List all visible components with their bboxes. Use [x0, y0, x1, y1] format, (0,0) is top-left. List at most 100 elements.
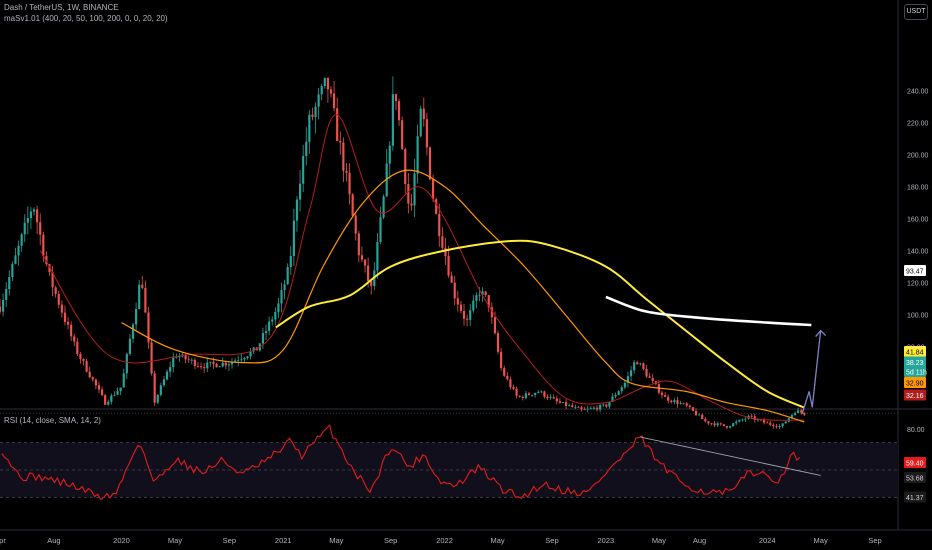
candle-body [320, 85, 323, 95]
time-axis-tick-label: Aug [47, 536, 60, 545]
candle-body [605, 404, 608, 407]
candle-body [88, 371, 91, 378]
candle-body [580, 407, 583, 410]
time-axis-tick-label: Apr [0, 536, 6, 545]
ma20-line [39, 114, 805, 421]
rsi-legend[interactable]: RSI (14, close, SMA, 14, 2) [4, 416, 101, 425]
candle-body [725, 426, 729, 428]
candle-body [351, 194, 354, 216]
candle-body [673, 400, 676, 403]
candle-body [500, 351, 503, 369]
candle-body [23, 222, 26, 235]
candle-body [472, 300, 475, 311]
candle-body [565, 402, 568, 406]
candle-body [778, 426, 781, 428]
candle-body [586, 408, 589, 410]
rsi-line [1, 424, 801, 501]
candle-body [26, 218, 29, 223]
candle-body [39, 222, 42, 235]
candle-body [456, 298, 459, 305]
price-label: 5d 11h [904, 366, 927, 377]
time-axis-tick-label: Sep [223, 536, 236, 545]
rsi-trendline [640, 436, 821, 476]
candle-body [404, 149, 407, 185]
candle-body [97, 385, 101, 390]
candle-body [577, 406, 580, 408]
candle-body [670, 400, 673, 403]
price-axis-tick-label: 120.00 [907, 281, 929, 288]
candle-body [215, 363, 218, 368]
price-label-bg [904, 346, 926, 357]
price-label-bg [904, 366, 926, 377]
candle-body [518, 395, 521, 397]
candle-body [268, 321, 271, 331]
candle-body [73, 336, 76, 342]
price-label-text: 5d 11h [906, 370, 927, 377]
candle-body [122, 373, 125, 388]
candle-body [94, 379, 97, 386]
candle-body [441, 236, 444, 248]
candle-body [388, 145, 391, 164]
candle-body [66, 321, 70, 325]
candle-body [169, 367, 172, 372]
candle-body [425, 119, 428, 148]
candle-body [534, 392, 537, 395]
price-axis-tick-label: 220.00 [907, 121, 929, 128]
candle-body [741, 419, 744, 421]
time-axis-tick-label: 2024 [759, 536, 776, 545]
candle-body [172, 357, 175, 368]
candle-body [36, 209, 39, 223]
candle-body [549, 397, 552, 399]
candle-body [323, 77, 326, 86]
candle-body [484, 291, 487, 296]
candle-body [623, 382, 626, 388]
candle-body [629, 370, 633, 377]
candle-body [766, 422, 769, 424]
candle-body [141, 284, 144, 288]
candle-body [271, 319, 274, 322]
candle-body [397, 101, 401, 121]
candle-body [537, 391, 540, 393]
symbol-title[interactable]: Dash / TetherUS, 1W, BINANCE [4, 3, 119, 12]
candle-body [756, 419, 759, 421]
candle-body [589, 408, 592, 410]
candle-body [769, 422, 772, 425]
time-axis-tick-label: May [491, 536, 505, 545]
candle-body [298, 183, 302, 200]
price-label-text: 32.90 [906, 381, 924, 388]
candle-body [790, 414, 794, 419]
candle-body [76, 341, 79, 355]
rsi-value-label-bg [904, 491, 926, 503]
price-label: 32.90 [904, 377, 926, 388]
indicator-legend[interactable]: maSv1.01 (400, 20, 50, 100, 200, 0, 0, 2… [4, 14, 168, 23]
candle-body [722, 424, 725, 427]
candle-body [144, 287, 147, 313]
candle-body [264, 330, 268, 334]
candle-body [348, 172, 351, 195]
time-axis-tick-label: 2023 [598, 536, 615, 545]
candle-body [333, 93, 336, 109]
candle-body [744, 418, 747, 420]
candle-body [707, 421, 710, 424]
candle-body [184, 354, 187, 360]
candle-body [8, 276, 11, 290]
price-axis-tick-label: 180.00 [907, 185, 929, 192]
candle-body [0, 306, 2, 312]
candle-body [626, 376, 630, 383]
currency-button[interactable]: USDT [904, 4, 928, 20]
candle-body [475, 295, 478, 301]
candle-body [469, 310, 472, 320]
candle-body [131, 324, 135, 339]
candle-body [147, 312, 150, 343]
candle-body [781, 423, 784, 427]
candle-body [592, 407, 596, 409]
rsi-axis-tick-label: 80.00 [907, 427, 925, 434]
candle-body [280, 290, 283, 304]
candle-body [246, 356, 249, 359]
candle-body [466, 318, 469, 320]
candle-body [314, 106, 317, 118]
candle-body [459, 304, 463, 311]
candle-body [413, 173, 416, 206]
